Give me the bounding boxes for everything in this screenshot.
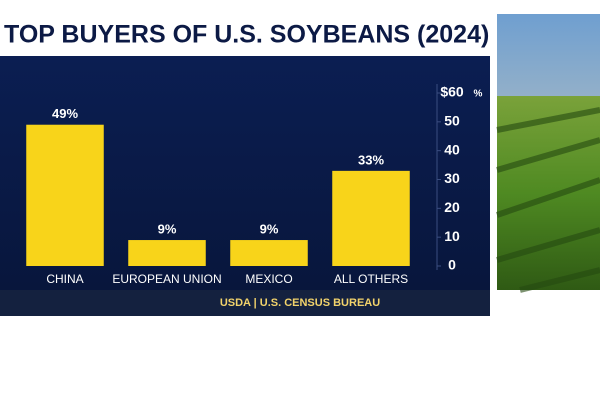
y-tick-label: 20: [444, 199, 460, 215]
bar: [230, 240, 308, 266]
y-tick-label: 40: [444, 141, 460, 157]
source: USDA | U.S. CENSUS BUREAU: [220, 297, 380, 309]
bar: [26, 124, 104, 266]
photo: [496, 14, 600, 293]
value-label: 9%: [158, 221, 177, 236]
x-tick-label: MEXICO: [245, 272, 292, 286]
x-tick-label: ALL OTHERS: [334, 272, 408, 286]
value-label: 9%: [260, 221, 279, 236]
y-tick-label: 50: [444, 113, 460, 129]
value-label: 33%: [358, 152, 384, 167]
y-tick-label: $60: [440, 84, 464, 100]
source-bar: [0, 290, 490, 316]
bar: [332, 170, 410, 266]
y-unit: %: [474, 89, 483, 100]
title-bar: [0, 12, 482, 56]
y-tick-label: 0: [448, 257, 456, 273]
value-label: 49%: [52, 106, 78, 121]
x-tick-label: EUROPEAN UNION: [112, 272, 221, 286]
y-tick-label: 30: [444, 170, 460, 186]
chart-title: TOP BUYERS OF U.S. SOYBEANS (2024): [4, 21, 489, 49]
bar: [128, 240, 206, 266]
x-tick-label: CHINA: [46, 272, 83, 286]
y-tick-label: 10: [444, 228, 460, 244]
